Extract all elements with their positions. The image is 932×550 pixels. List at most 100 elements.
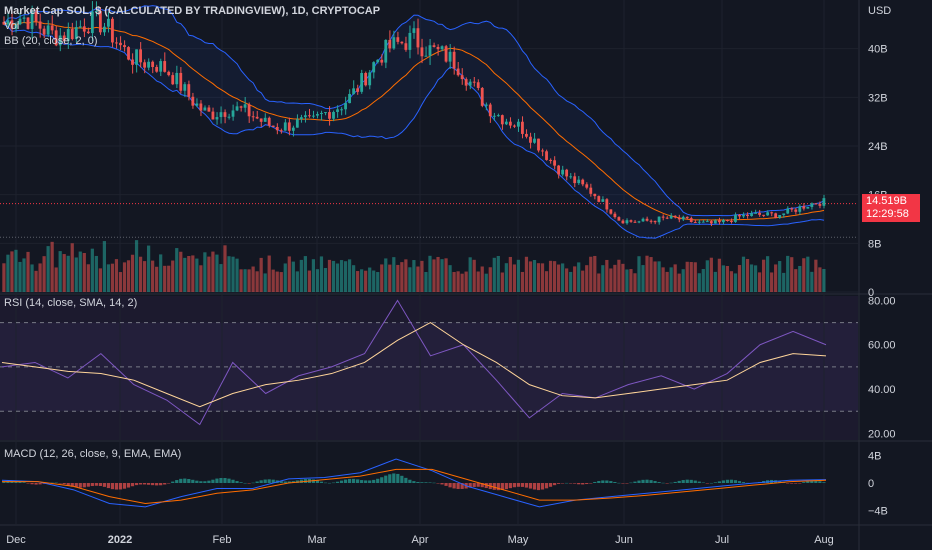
macd-histogram-bar [802, 482, 806, 483]
candle-body [754, 212, 757, 214]
candle-body [340, 109, 343, 111]
candle-body [500, 115, 504, 125]
macd-histogram-bar [585, 483, 589, 485]
rsi-tick-label: 80.00 [868, 295, 896, 307]
macd-histogram-bar [460, 483, 464, 489]
candle-body [344, 103, 347, 110]
macd-histogram-bar [729, 479, 734, 483]
vol-legend[interactable]: Vol [4, 20, 20, 32]
candle-body [609, 209, 613, 214]
volume-bar [585, 265, 589, 292]
volume-bar [609, 268, 613, 292]
candle-body [119, 42, 122, 46]
macd-histogram-bar [428, 482, 432, 483]
volume-bar [472, 259, 476, 292]
candle-body [400, 41, 404, 44]
volume-bar [159, 254, 163, 292]
volume-bar [404, 259, 408, 292]
candle-body [368, 72, 372, 86]
macd-legend[interactable]: MACD (12, 26, close, 9, EMA, EMA) [4, 448, 182, 460]
volume-bar [384, 258, 388, 292]
macd-histogram-bar [520, 483, 525, 487]
macd-histogram-bar [211, 479, 215, 483]
candle-body [239, 106, 243, 108]
volume-bar [729, 271, 734, 292]
volume-bar [243, 269, 247, 292]
volume-bar [307, 270, 312, 292]
volume-bar [713, 271, 717, 292]
candle-body [123, 45, 126, 48]
macd-histogram-bar [589, 483, 593, 484]
volume-bar [155, 266, 159, 292]
rsi-tick-label: 40.00 [868, 384, 896, 396]
candle-body [219, 112, 223, 118]
candle-body [207, 107, 211, 112]
candle-body [661, 216, 665, 218]
macd-histogram-bar [581, 483, 585, 485]
macd-histogram-bar [561, 483, 565, 484]
candle-body [545, 151, 548, 160]
volume-bar [488, 267, 492, 292]
candle-body [633, 221, 637, 223]
volume-bar [134, 240, 139, 292]
candle-body [533, 138, 536, 143]
volume-bar [802, 258, 806, 292]
candle-body [746, 214, 749, 217]
macd-histogram-bar [215, 478, 219, 483]
macd-histogram-bar [50, 482, 54, 484]
volume-bar [412, 260, 416, 292]
candle-body [26, 17, 30, 29]
candle-body [476, 82, 480, 88]
time-tick-label: Apr [411, 534, 428, 546]
chart-title-legend[interactable]: Market Cap SOL, $ (CALCULATED BY TRADING… [4, 5, 381, 17]
volume-bar [468, 257, 472, 292]
macd-histogram-bar [661, 482, 665, 484]
macd-histogram-bar [741, 482, 746, 483]
candle-body [512, 125, 516, 127]
rsi-legend[interactable]: RSI (14, close, SMA, 14, 2) [4, 297, 138, 309]
candle-body [143, 62, 147, 68]
volume-bar [388, 264, 392, 292]
candle-body [191, 96, 195, 106]
candle-body [625, 220, 629, 224]
candle-body [179, 72, 183, 91]
volume-bar [408, 267, 412, 292]
candle-body [818, 204, 822, 206]
macd-histogram-bar [512, 483, 516, 488]
volume-bar [279, 272, 283, 292]
macd-histogram-bar [573, 483, 577, 484]
macd-histogram-bar [605, 480, 609, 483]
macd-histogram-bar [219, 477, 223, 483]
candle-body [645, 218, 649, 221]
macd-histogram-bar [480, 483, 484, 488]
candle-body [472, 81, 476, 83]
candle-body [46, 25, 50, 35]
last-price-value: 14.519B [866, 195, 907, 207]
macd-histogram-bar [532, 483, 537, 490]
volume-bar [207, 256, 211, 292]
volume-bar [122, 262, 127, 292]
volume-bar [456, 271, 460, 292]
candle-body [94, 11, 98, 13]
bb-legend[interactable]: BB (20, close, 2, 0) [4, 35, 98, 47]
macd-histogram-bar [790, 483, 794, 484]
macd-histogram-bar [130, 483, 135, 487]
time-tick-label: Aug [814, 534, 834, 546]
volume-bar [520, 271, 525, 292]
macd-histogram-bar [388, 474, 392, 483]
candle-body [275, 126, 279, 131]
macd-histogram-bar [500, 483, 504, 490]
macd-histogram-bar [609, 481, 613, 483]
macd-histogram-bar [360, 480, 364, 483]
volume-bar [689, 262, 693, 292]
candle-body [593, 193, 597, 197]
macd-histogram-bar [94, 483, 98, 486]
macd-histogram-bar [376, 478, 380, 483]
candle-body [223, 112, 227, 117]
candle-body [283, 122, 287, 131]
volume-bar [211, 251, 215, 292]
macd-histogram-bar [356, 479, 360, 483]
volume-bar [126, 260, 131, 292]
candle-body [115, 42, 118, 44]
